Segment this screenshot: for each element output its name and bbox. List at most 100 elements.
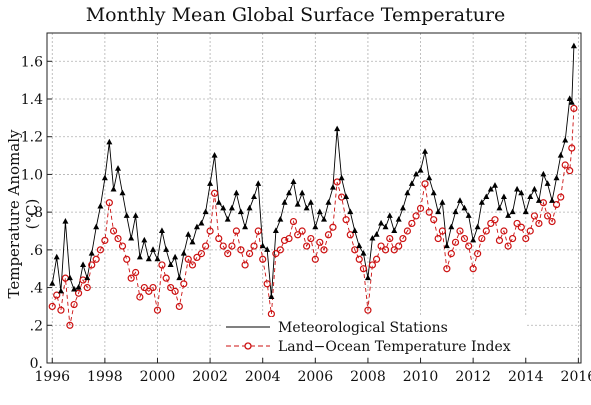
meteorological-stations-point [338,174,345,181]
land-ocean-index-point [522,234,530,243]
meteorological-stations-point [316,208,323,215]
meteorological-stations-point [185,231,192,237]
meteorological-stations-point [141,236,148,243]
y-tick-label: 1.4 [21,92,43,108]
x-tick-label: 1998 [87,369,123,385]
land-ocean-index-point [109,227,118,235]
meteorological-stations-point [272,227,279,233]
meteorological-stations-point [198,219,205,226]
meteorological-stations-point [557,151,564,158]
meteorological-stations-point [163,246,170,252]
land-ocean-index-point [386,234,394,243]
land-ocean-index-point [469,265,477,273]
meteorological-stations-point [566,95,573,101]
land-ocean-index-point [83,283,91,292]
meteorological-stations-point [49,280,56,286]
x-tick-label: 2004 [245,369,281,385]
meteorological-stations-point [101,174,108,181]
x-tick-label: 2016 [561,369,591,385]
meteorological-stations-point [347,208,354,215]
land-ocean-index-point [351,246,359,254]
meteorological-stations-point [443,242,450,249]
land-ocean-index-point [548,217,556,226]
meteorological-stations-point [343,193,350,200]
land-ocean-index-point [184,255,192,263]
land-ocean-index-point [237,246,245,254]
meteorological-stations-point [386,212,393,218]
land-ocean-index-point [272,250,280,258]
land-ocean-index-point [438,227,446,235]
land-ocean-index-point [513,219,521,228]
land-ocean-index-point [342,216,350,224]
meteorological-stations-point [233,189,240,196]
meteorological-stations-point [189,238,196,245]
land-ocean-index-point [456,227,464,235]
land-ocean-index-point [311,255,319,263]
land-ocean-index-point [118,242,127,250]
meteorological-stations-point [544,180,551,186]
land-ocean-index-point [228,242,236,250]
meteorological-stations-point [408,180,415,186]
meteorological-stations-point [465,212,472,218]
y-tick-label: .6 [30,243,43,259]
y-tick-label: 1.2 [21,130,43,146]
meteorological-stations-point [531,185,538,192]
land-ocean-index-point [259,255,267,263]
meteorological-stations-point [417,167,424,173]
meteorological-stations-point [369,234,376,241]
meteorological-stations-point [378,219,385,226]
land-ocean-index-point [557,193,565,201]
x-tick-label: 2000 [140,369,176,385]
meteorological-stations-point [294,201,301,207]
land-ocean-index-point [276,246,284,254]
land-ocean-index-point [140,283,148,292]
meteorological-stations-point [562,136,569,143]
meteorological-stations-point [430,189,437,196]
meteorological-stations-point [483,193,490,200]
meteorological-stations-point [448,223,455,230]
land-ocean-index-point [193,253,201,261]
land-ocean-index-point [153,306,162,314]
grid [47,33,581,363]
land-ocean-index-point [416,204,425,212]
meteorological-stations-point [435,208,442,215]
meteorological-stations-point [535,197,542,203]
meteorological-stations-point [307,199,314,205]
land-ocean-index-point [250,242,258,250]
meteorological-stations-point [351,227,358,233]
meteorological-stations-point [356,242,363,249]
meteorological-stations-point [522,208,529,215]
land-ocean-index-point [254,227,262,235]
meteorological-stations-point [246,204,253,211]
land-ocean-index-point [158,261,166,269]
land-ocean-index-point [298,227,306,235]
land-ocean-index-point [421,180,429,188]
meteorological-stations-point [391,227,398,233]
meteorological-stations-point [57,287,64,294]
meteorological-stations-point [251,193,258,200]
land-ocean-index-point [267,310,275,318]
land-ocean-index-point [289,217,298,226]
land-ocean-index-point [92,255,100,263]
meteorological-stations-point [299,189,306,196]
x-tick-label: 2002 [192,369,228,385]
meteorological-stations-point [136,253,143,260]
land-ocean-index-point [451,238,460,246]
land-ocean-index-point [53,291,61,299]
legend: Meteorological Stations Land−Ocean Tempe… [222,317,527,357]
legend-marker-land-ocean [244,342,252,350]
meteorological-stations-point [439,199,446,205]
land-ocean-index-point [509,234,517,243]
land-ocean-index-point [215,234,223,243]
land-ocean-index-point [316,238,324,246]
y-tick-label: 0. [30,356,43,372]
land-ocean-index-point [324,231,333,239]
land-ocean-index-point [210,189,219,197]
land-ocean-index-point [285,234,293,243]
land-ocean-index-point [381,246,390,254]
meteorological-stations-point [570,42,577,49]
meteorological-stations-point [193,223,200,230]
y-axis-ticks: 0. .2 .4 .6 .8 1.0 1.2 1.4 1.6 [21,54,52,372]
y-tick-label: 1.6 [21,54,43,70]
